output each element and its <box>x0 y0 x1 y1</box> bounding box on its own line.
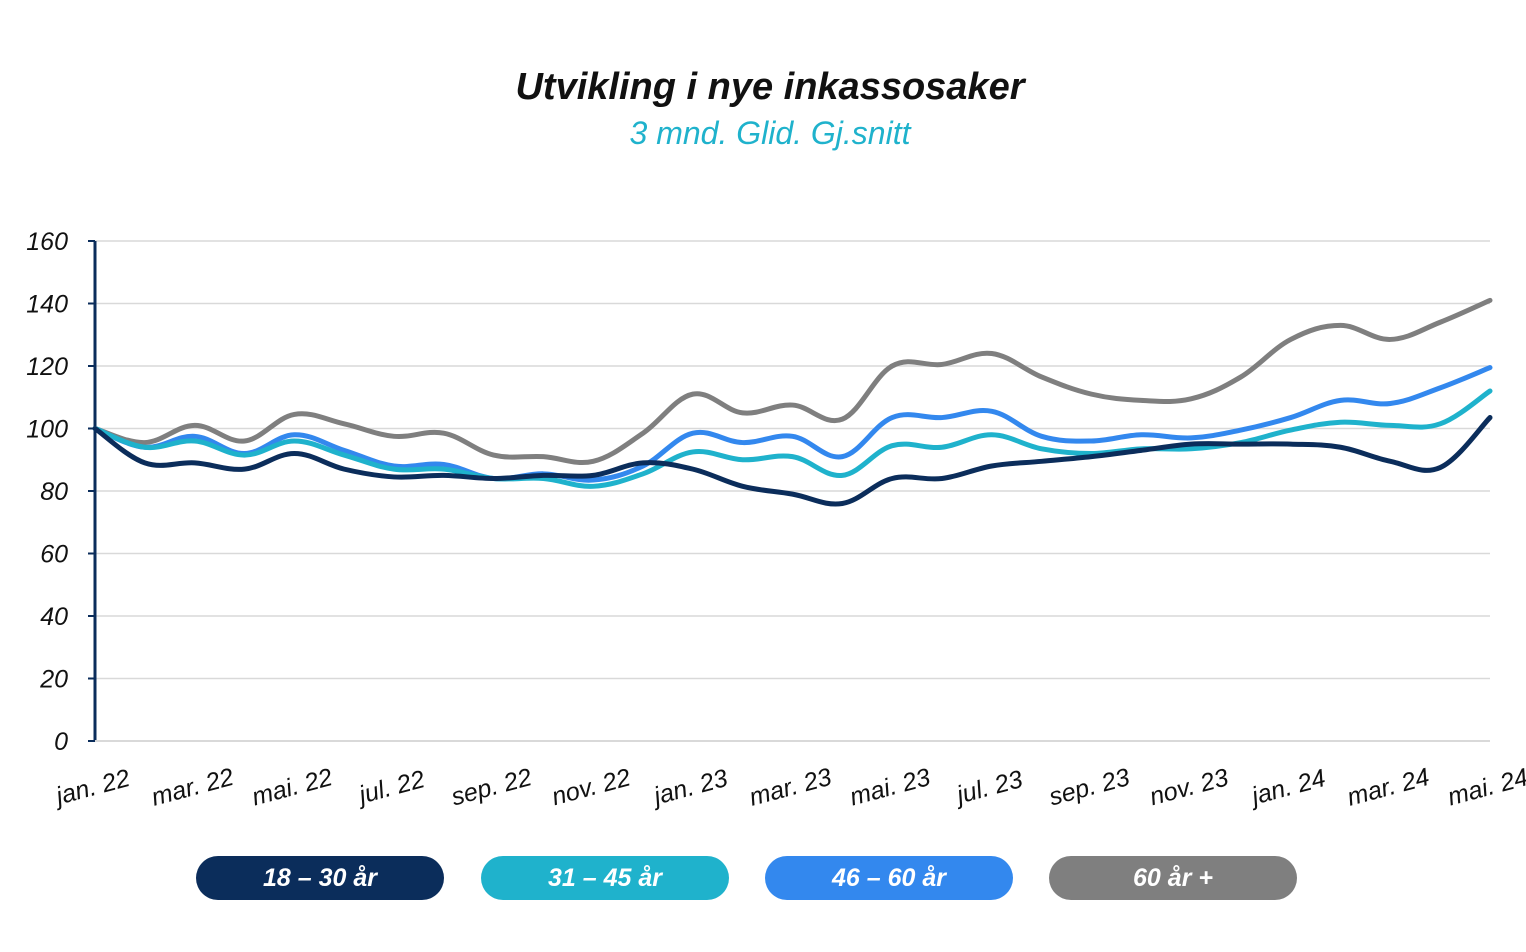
x-tick-label: jan. 23 <box>648 764 731 811</box>
y-tick-label: 140 <box>26 291 68 319</box>
legend-item-31-45: 31 – 45 år <box>481 856 729 900</box>
series-line-46-60-r <box>92 365 1493 483</box>
y-tick-label: 120 <box>26 353 68 381</box>
x-tick-label: mar. 24 <box>1344 763 1432 812</box>
legend-label: 46 – 60 år <box>832 863 946 892</box>
x-tick-label: mai. 23 <box>847 763 934 811</box>
x-tick-label: nov. 23 <box>1147 763 1232 811</box>
legend-item-18-30: 18 – 30 år <box>196 856 444 900</box>
legend-item-46-60: 46 – 60 år <box>765 856 1013 900</box>
legend-label: 60 år + <box>1133 863 1213 892</box>
x-tick-label: mai. 22 <box>249 763 336 811</box>
y-tick-label: 160 <box>26 228 68 256</box>
x-tick-label: sep. 23 <box>1046 763 1133 811</box>
y-tick-label: 40 <box>40 603 68 631</box>
legend-label: 18 – 30 år <box>263 863 377 892</box>
y-tick-label: 0 <box>54 728 68 756</box>
x-tick-label: jan. 22 <box>50 764 133 811</box>
legend-item-60-plus: 60 år + <box>1049 856 1297 900</box>
series-line-18-30-r <box>92 415 1493 507</box>
legend-label: 31 – 45 år <box>548 863 662 892</box>
series-line-31-45-r <box>92 388 1493 489</box>
y-tick-label: 80 <box>40 478 68 506</box>
x-tick-label: mai. 24 <box>1445 763 1526 811</box>
chart-subtitle: 3 mnd. Glid. Gj.snitt <box>629 115 911 151</box>
x-tick-label: mar. 22 <box>148 763 236 812</box>
x-tick-label: jul. 22 <box>353 765 428 810</box>
x-tick-label: jan. 24 <box>1246 764 1329 811</box>
y-tick-label: 100 <box>26 416 68 444</box>
y-tick-label: 20 <box>39 666 68 694</box>
chart-legend: 18 – 30 år 31 – 45 år 46 – 60 år 60 år + <box>196 856 1306 902</box>
x-tick-label: mar. 23 <box>746 763 834 812</box>
chart-title: Utvikling i nye inkassosaker <box>515 66 1025 108</box>
x-tick-label: nov. 22 <box>549 763 634 811</box>
x-tick-label: jul. 23 <box>951 765 1026 810</box>
y-tick-label: 60 <box>40 541 68 569</box>
x-tick-label: sep. 22 <box>448 763 535 811</box>
series-line-60-r <box>92 297 1493 466</box>
